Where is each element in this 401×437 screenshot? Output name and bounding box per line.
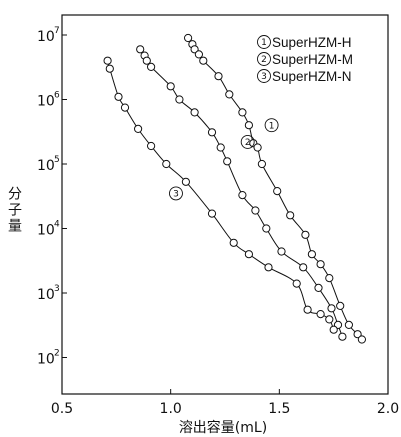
y-tick-label: 10 [37, 352, 55, 368]
data-point [307, 250, 316, 259]
data-point [238, 108, 247, 117]
y-tick-exponent: 7 [54, 26, 60, 36]
curve-label: 3 [173, 190, 179, 200]
legend-marker-number: 1 [261, 38, 267, 48]
data-point [229, 238, 238, 247]
y-tick-label: 10 [37, 29, 55, 45]
x-tick-label: 1.0 [160, 401, 182, 417]
legend-marker [257, 69, 271, 83]
data-point [181, 177, 190, 186]
data-point [244, 250, 253, 259]
y-tick-exponent: 4 [54, 220, 60, 230]
series-points [103, 33, 366, 344]
data-point [199, 56, 208, 65]
legend-label: SuperHZM-M [272, 52, 353, 67]
data-point [166, 82, 175, 91]
curve-labels: 1 2 3 [169, 118, 279, 201]
x-tick-label: 0.5 [51, 401, 73, 417]
data-point [147, 141, 156, 151]
x-tick-label: 1.5 [268, 401, 290, 417]
data-point [357, 335, 366, 344]
x-axis-ticks: 0.5 1.0 1.5 2.0 [51, 389, 399, 417]
data-point [134, 124, 143, 133]
data-point [264, 263, 273, 272]
data-point [142, 56, 151, 65]
data-point [103, 56, 112, 65]
legend-marker-number: 3 [261, 72, 267, 82]
legend-marker [257, 35, 271, 49]
data-point [251, 206, 260, 215]
data-point [314, 283, 323, 292]
data-point [299, 263, 308, 272]
y-tick-label: 10 [37, 158, 55, 174]
data-point [190, 108, 199, 117]
y-tick-exponent: 2 [54, 349, 60, 359]
data-point [214, 72, 223, 81]
curve-label-marker [240, 134, 255, 149]
data-point [162, 159, 171, 169]
data-point [329, 325, 338, 334]
series-curve [107, 60, 335, 330]
data-point [303, 305, 312, 314]
data-point [184, 33, 193, 43]
data-point [175, 95, 184, 104]
data-point [301, 230, 310, 239]
y-tick-exponent: 5 [54, 155, 60, 165]
data-point [216, 143, 225, 152]
data-point [327, 304, 336, 313]
x-axis-label: 溶出容量(mL) [179, 419, 267, 436]
data-point [338, 332, 347, 341]
data-point [238, 191, 247, 200]
curve-label: 2 [245, 138, 251, 148]
data-point [353, 330, 362, 339]
data-point [253, 143, 262, 152]
data-point [336, 301, 345, 310]
y-tick-exponent: 3 [54, 284, 60, 294]
data-point [286, 211, 295, 220]
data-point [262, 224, 271, 233]
data-point [344, 320, 353, 329]
data-point [292, 279, 301, 288]
data-point [147, 62, 156, 72]
data-point [316, 260, 325, 269]
legend-marker [257, 52, 271, 66]
curve-label-marker [264, 118, 279, 133]
legend-marker-number: 2 [261, 55, 267, 65]
data-point [325, 274, 334, 283]
y-tick-label: 10 [37, 94, 55, 110]
curve-label-marker [169, 186, 183, 201]
data-point [244, 121, 253, 130]
data-point [114, 92, 123, 101]
legend-label: SuperHZM-H [272, 35, 352, 50]
legend-label: SuperHZM-N [272, 69, 352, 84]
data-point [325, 315, 334, 324]
y-tick-label: 10 [37, 287, 55, 303]
data-point [316, 310, 325, 319]
data-point [120, 103, 130, 112]
data-point [105, 64, 114, 73]
x-tick-label: 2.0 [377, 401, 399, 417]
legend: 1 SuperHZM-H 2 SuperHZM-M 3 SuperHZM-N [257, 35, 353, 84]
y-tick-exponent: 6 [54, 91, 60, 101]
plot-frame [61, 14, 389, 395]
data-point [223, 157, 232, 166]
data-point [225, 90, 234, 99]
data-point [277, 247, 286, 256]
data-point [136, 45, 145, 54]
data-point [273, 187, 282, 196]
y-axis-label: 分子量 [6, 186, 22, 234]
data-point [194, 50, 203, 59]
data-point [207, 209, 217, 218]
data-point [257, 159, 266, 169]
data-point [207, 128, 217, 137]
curve-label: 1 [269, 121, 275, 131]
data-point [190, 45, 199, 54]
y-tick-label: 10 [37, 223, 55, 239]
